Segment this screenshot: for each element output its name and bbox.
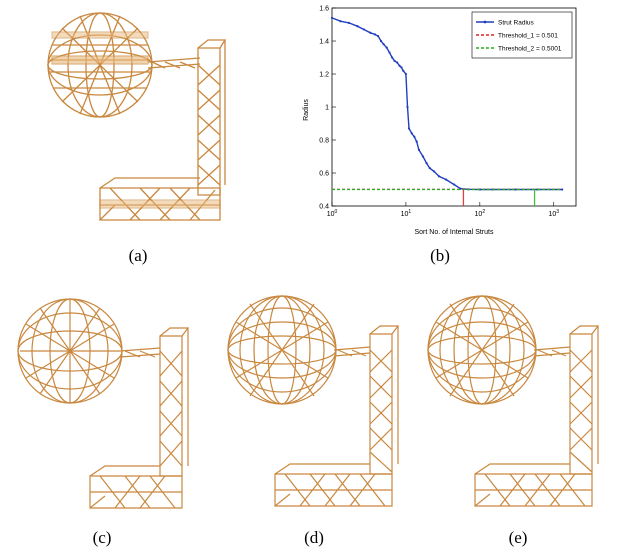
series-point-21: [410, 132, 413, 135]
series-point-31: [453, 183, 456, 186]
series-point-3: [356, 25, 359, 28]
caption-a: (a): [128, 246, 148, 265]
series-point-14: [396, 61, 399, 64]
lattice-c-sphere: [17, 298, 123, 404]
series-point-0: [330, 16, 334, 19]
lattice-e: [427, 295, 600, 507]
y-tick-label-6: 1.6: [319, 6, 329, 13]
lattice-c-base: [89, 465, 183, 509]
lattice-e-arm: [533, 325, 600, 475]
series-point-5: [369, 31, 372, 34]
series-point-29: [437, 175, 441, 178]
y-tick-label-1: 0.6: [319, 171, 329, 178]
x-tick-label-0: 100: [327, 209, 338, 218]
series-point-30: [445, 178, 448, 181]
series-point-12: [390, 56, 394, 59]
legend-label-threshold2: Threshold_2 = 0.5001: [498, 46, 562, 53]
y-tick-label-5: 1.4: [319, 39, 329, 46]
lattice-a: [47, 12, 227, 221]
y-axis-label: Radius: [303, 99, 310, 121]
lattice-c: [17, 298, 190, 509]
legend-label-threshold1: Threshold_1 = 0.501: [498, 33, 558, 40]
series-point-4: [362, 28, 365, 31]
series-point-2: [347, 21, 351, 24]
series-point-16: [400, 66, 403, 69]
series-point-32: [459, 187, 462, 190]
caption-b: (b): [430, 246, 450, 265]
lattice-a-base: [99, 177, 221, 221]
caption-c: (c): [92, 528, 112, 547]
lattice-e-sphere: [427, 295, 537, 405]
series-point-1: [339, 20, 342, 23]
x-tick-label-2: 102: [475, 209, 486, 218]
series-point-9: [382, 43, 385, 46]
series-point-25: [421, 155, 425, 158]
series-point-19: [406, 105, 409, 109]
y-axis: 0.4 0.6 0.8 1 1.2 1.4 1.6: [319, 6, 336, 211]
series-point-15: [398, 64, 401, 67]
series-point-17: [402, 69, 405, 72]
legend-marker-strut-radius: [483, 20, 487, 24]
x-axis-label: Sort No. of Internal Struts: [415, 229, 494, 236]
lattice-e-base: [474, 463, 593, 507]
lattice-d: [227, 295, 400, 507]
y-tick-label-4: 1.2: [319, 72, 329, 79]
series-point-10: [385, 46, 388, 49]
legend-label-strut-radius: Strut Radius: [498, 20, 535, 27]
series-group: [330, 16, 564, 206]
series-point-7: [376, 34, 380, 38]
y-tick-label-2: 0.8: [319, 138, 329, 145]
x-axis: 100 101 102 103: [327, 202, 559, 218]
series-point-18: [404, 72, 408, 76]
lattice-a-sphere: [47, 12, 153, 118]
legend: Strut Radius Threshold_1 = 0.501 Thresho…: [471, 11, 573, 59]
lattice-d-arm: [333, 325, 400, 475]
caption-d: (d): [304, 528, 324, 547]
series-point-20: [407, 127, 411, 130]
series-point-28: [432, 170, 436, 173]
lattice-c-arm: [119, 327, 190, 477]
strut-radius-chart: 0.40.60.811.21.41.6 100 101 102 103 Radius …: [303, 6, 577, 236]
y-tick-label-3: 1: [325, 105, 329, 112]
y-tick-label-0: 0.4: [319, 204, 329, 211]
caption-e: (e): [508, 528, 528, 547]
series-point-8: [379, 39, 383, 43]
lattice-a-arm: [147, 39, 227, 196]
series-point-26: [425, 162, 428, 165]
x-tick-label-3: 103: [548, 209, 559, 218]
series-point-27: [428, 166, 431, 170]
series-point-11: [388, 51, 391, 54]
series-point-6: [373, 33, 376, 36]
series-point-13: [393, 59, 396, 62]
series-point-24: [417, 148, 421, 151]
lattice-d-base: [274, 463, 393, 507]
series-point-23: [415, 140, 418, 143]
series-point-22: [413, 135, 416, 138]
lattice-d-sphere: [227, 295, 337, 405]
x-tick-label-1: 101: [401, 209, 412, 218]
